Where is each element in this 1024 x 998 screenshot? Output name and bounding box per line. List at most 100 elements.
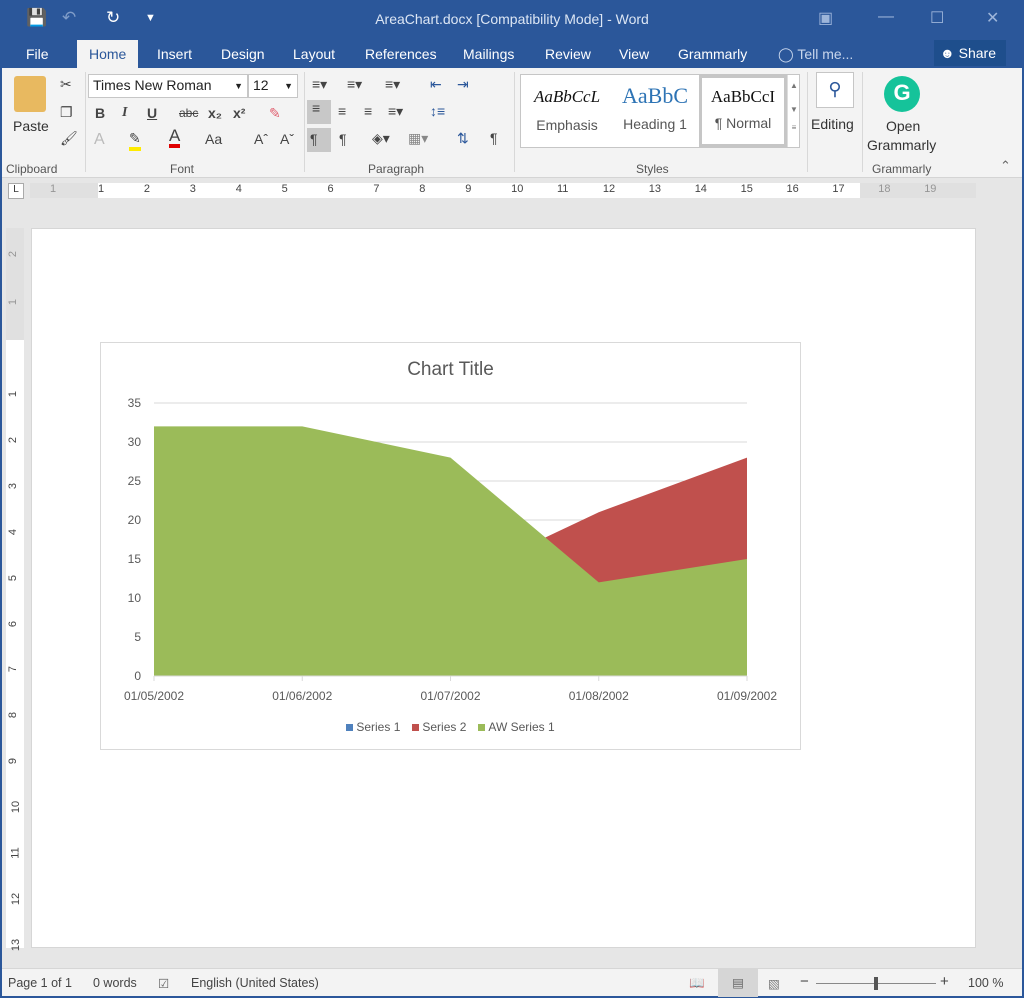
ruler-label: 4 bbox=[7, 528, 20, 535]
tab-insert[interactable]: Insert bbox=[157, 46, 193, 62]
divider bbox=[862, 72, 863, 172]
save-icon[interactable]: 💾 bbox=[26, 8, 48, 27]
tab-grammarly[interactable]: Grammarly bbox=[678, 46, 748, 62]
italic-button[interactable]: I bbox=[122, 105, 128, 120]
align-center-icon[interactable]: ≡ bbox=[338, 103, 347, 119]
shrink-font-icon[interactable]: Aˇ bbox=[280, 131, 294, 147]
zoom-slider[interactable] bbox=[816, 977, 936, 990]
tab-review[interactable]: Review bbox=[545, 46, 591, 62]
tab-view[interactable]: View bbox=[619, 46, 650, 62]
paste-button[interactable]: Paste bbox=[13, 118, 49, 134]
page-count[interactable]: Page 1 of 1 bbox=[8, 976, 72, 990]
ruler-label: 13 bbox=[10, 938, 23, 951]
rtl-icon[interactable]: ¶ bbox=[339, 131, 347, 147]
paragraph-group-label: Paragraph bbox=[368, 162, 425, 176]
underline-button[interactable]: U bbox=[147, 105, 158, 121]
divider bbox=[85, 72, 86, 172]
style-heading-1[interactable]: AaBbC Heading 1 bbox=[611, 75, 699, 147]
vertical-ruler[interactable]: 2112345678910111213 bbox=[6, 228, 24, 951]
zoom-out-button[interactable]: − bbox=[800, 973, 809, 990]
redo-icon[interactable]: ↻ bbox=[106, 8, 121, 27]
collapse-ribbon-icon[interactable]: ⌃ bbox=[1000, 158, 1011, 173]
print-layout-icon[interactable]: ▤ bbox=[718, 969, 758, 997]
proofing-icon[interactable]: ☑ bbox=[158, 977, 170, 991]
tab-design[interactable]: Design bbox=[221, 46, 265, 62]
sort-icon[interactable]: ⇅ bbox=[457, 130, 469, 146]
ruler-label: 3 bbox=[7, 482, 20, 489]
format-painter-icon[interactable]: 🖌 bbox=[60, 130, 78, 146]
minimize-icon[interactable]: — bbox=[878, 8, 894, 25]
show-formatting-icon[interactable]: ¶ bbox=[490, 130, 498, 146]
editing-button[interactable]: Editing bbox=[811, 116, 854, 132]
bold-button[interactable]: B bbox=[95, 105, 106, 121]
paste-icon[interactable] bbox=[14, 76, 46, 112]
tab-file[interactable]: File bbox=[26, 46, 49, 62]
ruler-label: 1 bbox=[98, 183, 105, 195]
font-name-select[interactable]: Times New Roman ▼ bbox=[88, 74, 248, 98]
tab-selector[interactable]: L bbox=[8, 183, 24, 199]
tab-references[interactable]: References bbox=[365, 46, 437, 62]
customize-quick-access-icon[interactable]: ▼ bbox=[145, 12, 156, 24]
open-grammarly-label[interactable]: Open bbox=[886, 118, 921, 134]
style-label: Emphasis bbox=[536, 117, 598, 133]
read-mode-icon[interactable]: 📖 bbox=[689, 976, 705, 990]
close-icon[interactable]: ✕ bbox=[986, 10, 1000, 27]
ruler-label: 11 bbox=[557, 183, 569, 195]
grow-font-icon[interactable]: Aˆ bbox=[254, 131, 268, 147]
font-size-select[interactable]: 12 ▼ bbox=[248, 74, 298, 98]
align-left-icon[interactable]: ≡ bbox=[307, 100, 331, 124]
align-right-icon[interactable]: ≡ bbox=[364, 103, 373, 119]
grammarly-logo-icon[interactable]: G bbox=[884, 76, 920, 112]
area-chart[interactable]: Chart Title 0 5 10 15 20 25 30 35 01/05/2002 01/0… bbox=[100, 342, 801, 750]
divider bbox=[514, 72, 515, 172]
tab-home[interactable]: Home bbox=[77, 40, 139, 69]
change-case-button[interactable]: Aa bbox=[205, 131, 223, 147]
borders-icon[interactable]: ▦▾ bbox=[408, 130, 429, 146]
horizontal-ruler[interactable]: 112345678910111213141516171819 bbox=[30, 183, 976, 198]
style-normal[interactable]: AaBbCcI ¶ Normal bbox=[699, 75, 787, 147]
zoom-level[interactable]: 100 % bbox=[968, 976, 1004, 990]
zoom-in-button[interactable]: + bbox=[940, 973, 949, 990]
maximize-icon[interactable]: ☐ bbox=[930, 10, 945, 27]
clear-formatting-icon[interactable]: ✎ bbox=[269, 105, 281, 121]
tab-mailings[interactable]: Mailings bbox=[463, 46, 515, 62]
ltr-icon[interactable]: ¶ bbox=[307, 128, 331, 152]
subscript-icon[interactable]: x₂ bbox=[208, 105, 223, 121]
left-margin bbox=[30, 183, 98, 198]
justify-icon[interactable]: ≡▾ bbox=[388, 103, 404, 119]
decrease-indent-icon[interactable]: ⇤ bbox=[430, 76, 442, 92]
bullets-icon[interactable]: ≡▾ bbox=[312, 76, 328, 92]
strikethrough-button[interactable]: abc bbox=[179, 106, 199, 120]
y-tick-label: 0 bbox=[134, 669, 141, 683]
copy-icon[interactable]: ❐ bbox=[60, 104, 73, 120]
tab-layout[interactable]: Layout bbox=[293, 46, 336, 62]
highlight-icon[interactable]: ✎ bbox=[129, 130, 141, 151]
font-name-value: Times New Roman bbox=[93, 77, 212, 93]
status-bar: Page 1 of 1 0 words ☑ English (United St… bbox=[2, 968, 1022, 997]
legend-item: Series 2 bbox=[412, 720, 466, 734]
style-emphasis[interactable]: AaBbCcL Emphasis bbox=[523, 75, 611, 147]
ruler-label: 16 bbox=[786, 183, 799, 195]
cut-icon[interactable]: ✂ bbox=[60, 76, 72, 92]
style-preview: AaBbC bbox=[622, 83, 688, 108]
search-icon[interactable]: ⚲ bbox=[816, 72, 854, 108]
tell-me[interactable]: ◯ Tell me... bbox=[778, 46, 853, 63]
multilevel-list-icon[interactable]: ≡▾ bbox=[385, 76, 401, 92]
line-spacing-icon[interactable]: ↕≡ bbox=[430, 103, 446, 119]
web-layout-icon[interactable]: ▧ bbox=[768, 977, 780, 991]
ribbon: Paste ✂ ❐ 🖌 Clipboard Times New Roman ▼ 1… bbox=[2, 68, 1022, 178]
undo-icon[interactable]: ↶ bbox=[62, 8, 77, 27]
text-effects-icon[interactable]: A bbox=[94, 131, 105, 148]
language[interactable]: English (United States) bbox=[191, 976, 319, 990]
superscript-icon[interactable]: x² bbox=[233, 105, 246, 121]
word-count[interactable]: 0 words bbox=[93, 976, 137, 990]
increase-indent-icon[interactable]: ⇥ bbox=[457, 76, 469, 92]
zoom-slider-thumb[interactable] bbox=[874, 977, 878, 990]
styles-scroll[interactable]: ▲ ▼ ≡ bbox=[787, 75, 800, 147]
font-color-icon[interactable]: A bbox=[169, 127, 181, 148]
shading-icon[interactable]: ◈▾ bbox=[372, 130, 390, 146]
ribbon-display-icon[interactable]: ▣ bbox=[818, 10, 834, 27]
share-button[interactable]: ☻ Share bbox=[934, 40, 1006, 66]
grammarly-button-label[interactable]: Grammarly bbox=[867, 137, 937, 153]
numbering-icon[interactable]: ≡▾ bbox=[347, 76, 363, 92]
